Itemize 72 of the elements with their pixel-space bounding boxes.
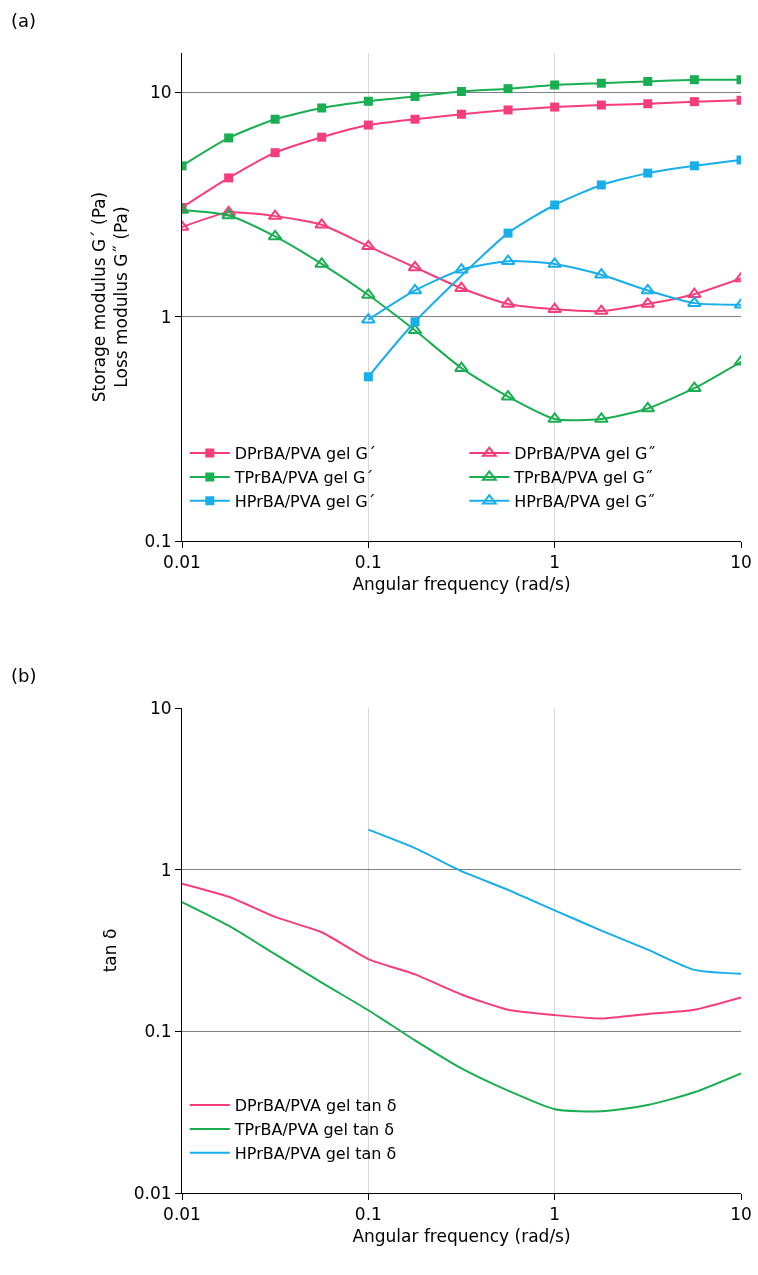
point [454,361,469,372]
point [550,200,560,210]
y-tick-label: 1 [160,859,172,880]
point [454,281,469,292]
point [550,80,560,90]
legend-label: DPrBA/PVA gel G´ [234,444,376,464]
x-axis-title: Angular frequency (rad/s) [352,573,571,594]
y-tick-label: 0.01 [133,1182,172,1203]
x-axis-title: Angular frequency (rad/s) [352,1225,571,1246]
text: (b) [11,665,37,686]
point [270,114,280,124]
point [363,96,373,106]
point [456,87,466,97]
legend-label: HPrBA/PVA gel tan δ [234,1143,397,1163]
y-tick-label: 10 [149,82,172,103]
point [596,180,606,190]
y-tick-label: 0.1 [144,1021,172,1042]
point [407,283,423,295]
point [503,228,513,238]
line-series [367,828,741,975]
point [596,78,606,88]
point [224,173,234,183]
point [360,239,376,251]
point [687,296,702,307]
point [687,287,702,298]
point [689,97,699,107]
point [456,109,466,119]
point [410,317,420,327]
legend-label: TPrBA/PVA gel G˝ [513,468,653,488]
point [224,133,234,143]
y-axis-title: tan δ [100,928,121,973]
x-tick-label: 0.1 [354,552,382,573]
point [317,132,327,142]
point [267,229,283,241]
point [687,381,702,392]
legend-label: HPrBA/PVA gel G˝ [514,491,656,511]
x-tick-label: 10 [730,552,752,573]
point [643,99,653,109]
point [270,148,280,158]
point [454,263,469,274]
y-tick-label: 1 [160,306,172,327]
legend-label: TPrBA/PVA gel tan δ [233,1120,395,1140]
legend-label: HPrBA/PVA gel G´ [234,491,376,511]
point [363,120,373,130]
point [640,401,656,413]
y-tick-label: 10 [149,697,172,718]
x-tick-label: 10 [730,1204,752,1225]
point [689,75,699,85]
x-tick-label: 1 [549,552,561,573]
legend-label: DPrBA/PVA gel G˝ [514,444,656,464]
point [503,84,513,94]
point [550,102,560,112]
point [407,260,423,272]
y-axis-title: Storage modulus G´ (Pa) Loss modulus G˝ (Pa) [89,191,132,403]
point [410,114,420,124]
x-tick-label: 0.1 [354,1204,382,1225]
point [503,105,513,115]
line-series [182,901,741,1113]
point [410,91,420,101]
point [643,168,653,178]
point [363,372,373,382]
point [596,100,606,110]
legend-label: DPrBA/PVA gel tan δ [234,1096,397,1116]
point [643,76,653,86]
point [640,283,656,295]
line-series [182,882,741,1020]
legend-label: TPrBA/PVA gel G´ [233,468,374,488]
point [689,161,699,171]
point [317,103,327,113]
y-tick-label: 0.1 [144,530,172,551]
x-tick-label: 1 [549,1204,561,1225]
text: (a) [11,10,37,31]
